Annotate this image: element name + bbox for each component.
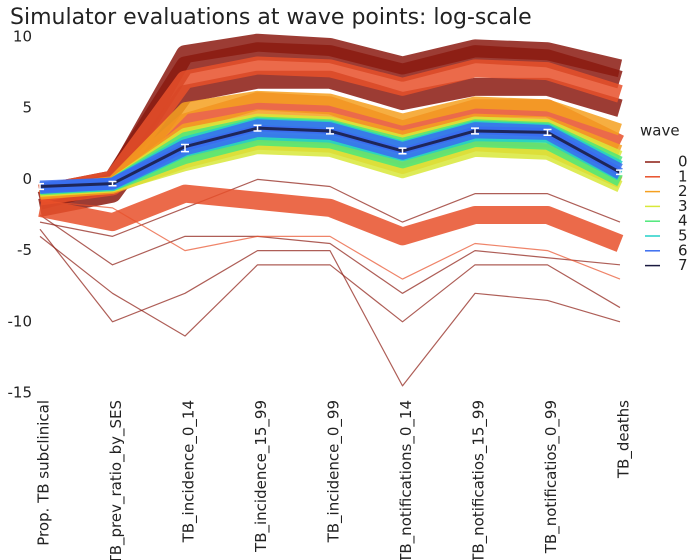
error-bar: [36, 182, 44, 191]
x-tick-label: TB_incidence_0_99: [325, 400, 344, 543]
series-line: [38, 184, 624, 252]
series-line: [39, 235, 621, 337]
error-bar: [108, 180, 117, 187]
y-tick-label: -5: [17, 241, 32, 259]
series-line: [38, 56, 623, 203]
y-tick-label: -15: [8, 384, 33, 402]
error-bar: [616, 169, 624, 176]
x-tick-label: TB_deaths: [615, 400, 634, 479]
error-bar: [181, 143, 189, 153]
legend-label: 4: [678, 212, 688, 230]
series-line: [39, 214, 621, 294]
error-bar: [398, 147, 407, 155]
legend-label: 6: [678, 241, 688, 259]
series-line: [39, 90, 622, 197]
series-line: [39, 200, 621, 280]
y-tick-label: 10: [13, 28, 32, 46]
legend-label: 7: [678, 256, 688, 274]
legend-label: 3: [678, 197, 688, 215]
series-line: [39, 178, 621, 237]
legend-label: 1: [678, 167, 688, 185]
x-tick-label: TB_prev_ratio_by_SES: [107, 400, 126, 560]
x-tick-label: TB_notificatios_15_99: [470, 400, 489, 560]
legend-label: 2: [678, 182, 688, 200]
error-bar: [543, 128, 552, 137]
x-tick-label: TB_notifications_0_14: [397, 400, 416, 560]
legend-title: wave: [640, 122, 680, 140]
x-tick-label: TB_incidence_15_99: [252, 400, 271, 553]
legend-label: 0: [678, 153, 688, 171]
x-tick-label: TB_notificatios_0_99: [542, 400, 561, 554]
series-line: [39, 228, 621, 387]
error-bar: [326, 127, 334, 135]
error-bar: [471, 127, 479, 135]
legend-label: 5: [678, 227, 688, 245]
error-bar: [253, 124, 262, 132]
x-tick-label: Prop. TB subclinical: [35, 400, 53, 546]
y-tick-label: 5: [22, 99, 32, 117]
chart-title: Simulator evaluations at wave points: lo…: [10, 5, 532, 30]
x-tick-label: TB_incidence_0_14: [180, 400, 199, 543]
y-tick-label: -10: [8, 312, 33, 330]
y-tick-label: 0: [22, 170, 32, 188]
